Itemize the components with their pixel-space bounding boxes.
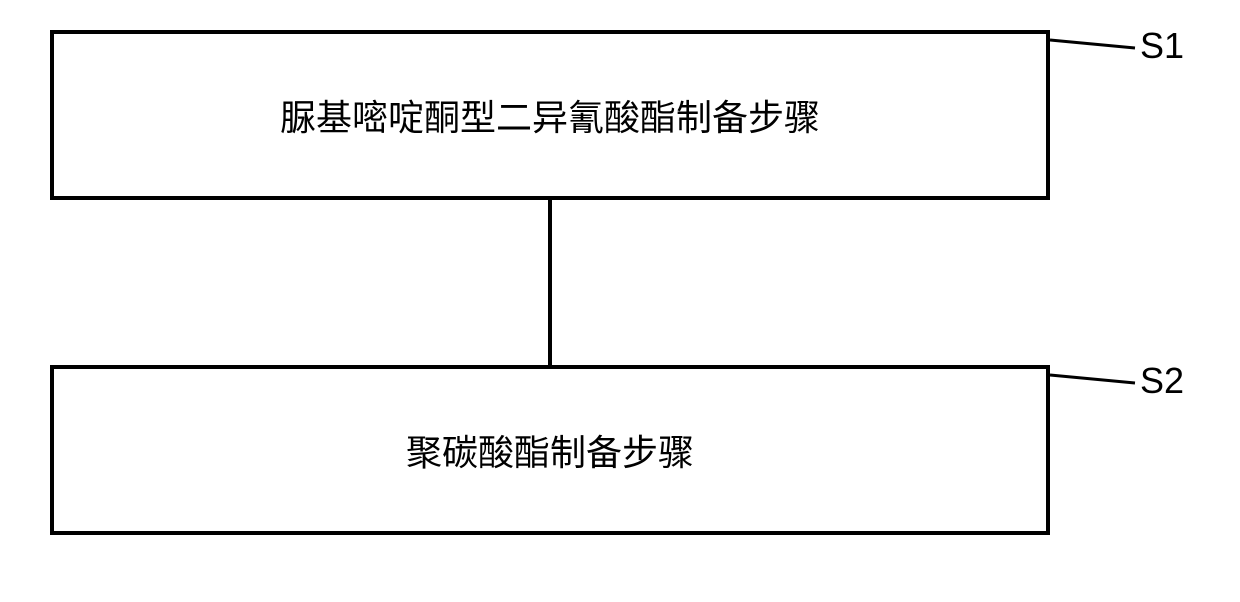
label-s1: S1 [1140,25,1184,67]
step-box-1-text: 脲基嘧啶酮型二异氰酸酯制备步骤 [280,89,820,141]
step-box-2-text: 聚碳酸酯制备步骤 [406,424,694,476]
step-box-2: 聚碳酸酯制备步骤 [50,365,1050,535]
flowchart-diagram: 脲基嘧啶酮型二异氰酸酯制备步骤 聚碳酸酯制备步骤 S1 S2 [0,0,1240,602]
step-box-1: 脲基嘧啶酮型二异氰酸酯制备步骤 [50,30,1050,200]
label-s2: S2 [1140,360,1184,402]
connector-line [548,200,552,365]
